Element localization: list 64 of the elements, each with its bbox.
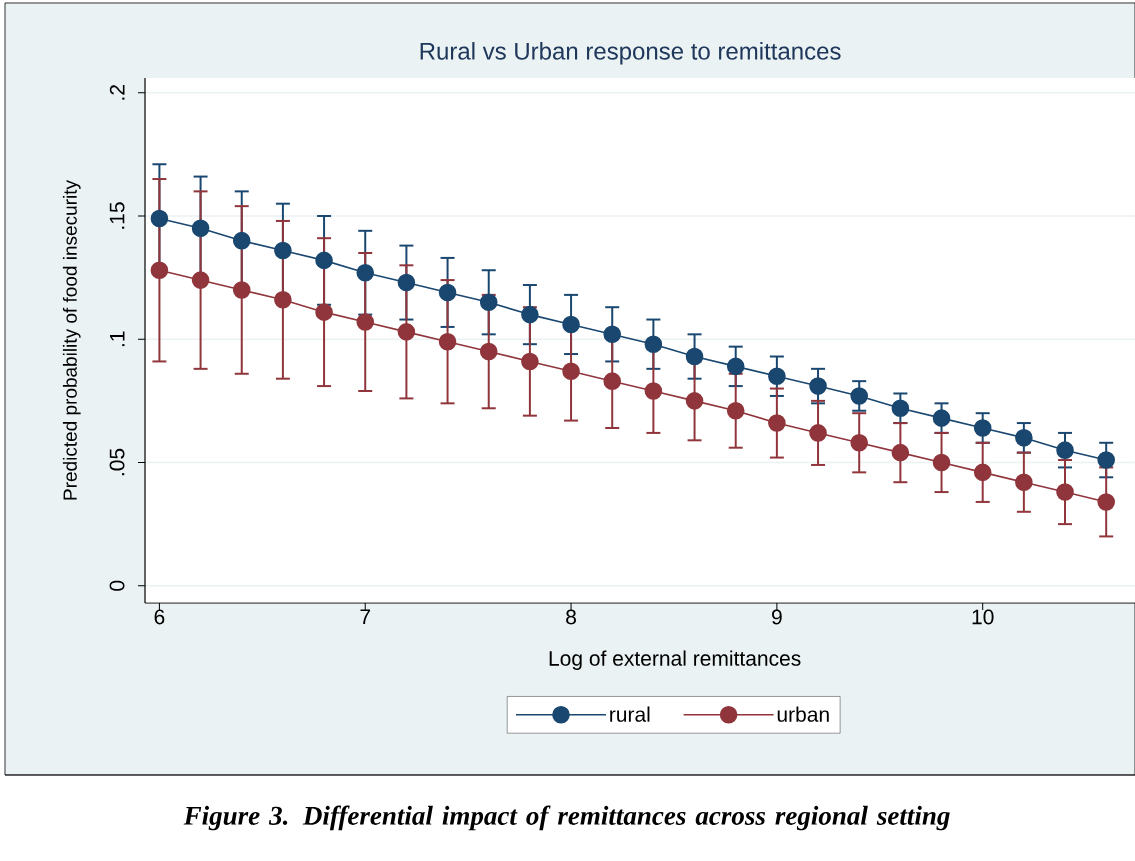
point: [768, 367, 786, 386]
point: [973, 463, 992, 482]
point: [438, 283, 457, 302]
point: [768, 414, 786, 432]
y-axis-title: Predicted probability of food insecurity: [62, 180, 81, 500]
point: [1056, 441, 1074, 459]
point: [356, 263, 375, 282]
point: [891, 399, 910, 418]
point: [1056, 483, 1074, 501]
point: [726, 357, 745, 376]
point: [232, 281, 251, 299]
point: [438, 332, 457, 351]
point: [315, 303, 333, 321]
point: [891, 443, 910, 462]
point: [1097, 493, 1115, 511]
y-tick-label: 0: [109, 580, 125, 591]
point: [397, 273, 416, 292]
point: [274, 291, 292, 309]
point: [644, 335, 663, 353]
point: [521, 352, 539, 371]
chart-title: Rural vs Urban response to remittances: [420, 42, 841, 65]
point: [356, 313, 375, 331]
point: [479, 342, 498, 361]
point: [191, 271, 210, 289]
point: [191, 219, 210, 238]
point: [150, 261, 169, 280]
point: [479, 293, 498, 312]
y-tick-label: .05: [109, 448, 125, 476]
point: [562, 362, 580, 381]
point: [315, 251, 333, 270]
point: [521, 305, 539, 324]
x-tick-label: 10: [972, 609, 994, 625]
point: [150, 209, 169, 228]
x-tick-label: 6: [154, 609, 165, 625]
caption: Figure 3. Differential impact of remittances across regional setting: [183, 805, 950, 831]
y-tick-label: .2: [109, 85, 125, 100]
point: [644, 382, 663, 400]
legend-label: rural: [610, 706, 650, 722]
point: [850, 433, 868, 452]
point: [603, 372, 622, 390]
legend-label: urban: [777, 706, 829, 722]
point: [685, 392, 704, 410]
x-tick-label: 9: [772, 609, 782, 625]
point: [850, 387, 868, 405]
point: [809, 377, 827, 395]
point: [274, 241, 292, 260]
point: [397, 323, 416, 341]
x-axis-title: Log of external remittances: [549, 650, 801, 670]
y-tick-label: .15: [109, 202, 125, 229]
x-tick-label: 7: [360, 609, 371, 624]
point: [1015, 473, 1033, 492]
point: [726, 401, 745, 420]
point: [1097, 451, 1115, 469]
point: [232, 231, 251, 250]
point: [603, 325, 622, 344]
point: [932, 409, 951, 427]
point: [1015, 429, 1033, 447]
y-tick-label: .1: [110, 331, 125, 347]
point: [809, 424, 827, 442]
point: [973, 419, 992, 437]
point: [932, 453, 951, 472]
point: [562, 315, 580, 334]
point: [685, 347, 704, 366]
x-tick-label: 8: [566, 609, 576, 625]
